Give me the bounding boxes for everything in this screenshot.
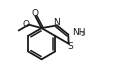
Text: S: S <box>67 42 73 51</box>
Text: O: O <box>22 20 30 29</box>
Text: N: N <box>53 18 60 27</box>
Text: O: O <box>31 9 38 18</box>
Text: NH: NH <box>73 28 86 37</box>
Text: 2: 2 <box>80 32 84 37</box>
